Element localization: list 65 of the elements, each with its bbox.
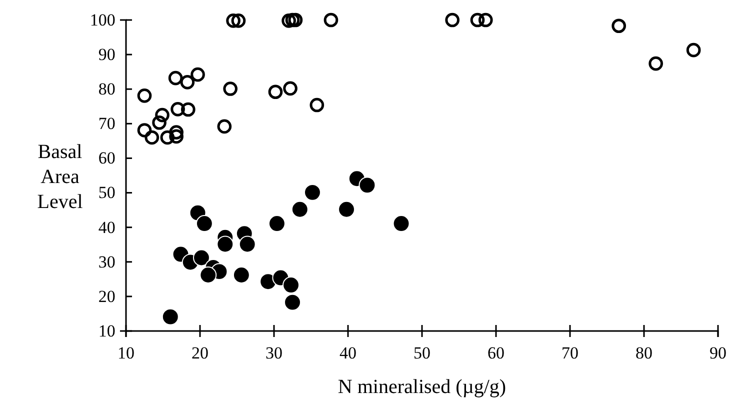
point (231, 14, 246, 28)
point (324, 12, 338, 28)
point (217, 119, 232, 134)
point (137, 123, 152, 138)
point (392, 215, 410, 232)
y-tick-label: 80 (98, 80, 116, 99)
x-tick-label: 20 (192, 344, 208, 363)
point (162, 308, 179, 326)
y-tick-label: 90 (98, 44, 116, 64)
x-tick-label: 50 (414, 344, 430, 363)
point (268, 84, 283, 100)
point (268, 215, 286, 232)
point (226, 14, 240, 28)
point (216, 236, 234, 253)
y-tick-label: 60 (98, 148, 116, 168)
point (478, 12, 493, 28)
point (282, 14, 296, 28)
y-tick-label: 30 (98, 252, 116, 272)
y-tick-label: 100 (90, 10, 116, 30)
point (612, 18, 626, 34)
point (137, 88, 152, 103)
y-tick-label: 70 (98, 114, 116, 134)
point (170, 102, 185, 116)
point (288, 12, 303, 28)
x-tick-label: 60 (488, 344, 504, 363)
point (282, 276, 300, 294)
point (169, 129, 184, 144)
point (445, 12, 460, 28)
point (180, 75, 195, 90)
point (144, 130, 160, 145)
x-tick-label: 70 (562, 344, 578, 363)
x-tick-label: 90 (710, 344, 726, 363)
point (686, 42, 701, 58)
point (285, 12, 300, 28)
point (180, 102, 196, 117)
x-tick-label: 80 (636, 344, 652, 363)
x-tick-label: 40 (340, 344, 356, 363)
point (470, 12, 485, 28)
y-axis-title: Basal Area Level (37, 141, 84, 213)
point (196, 215, 213, 232)
point (358, 176, 376, 194)
point (152, 115, 166, 130)
point (160, 130, 175, 145)
y-tick-label: 20 (98, 286, 116, 306)
point (338, 200, 355, 218)
point (284, 294, 301, 311)
y-tick-label: 50 (98, 183, 116, 202)
point (232, 266, 250, 284)
point (304, 184, 321, 201)
x-tick-label: 10 (118, 344, 134, 363)
point (200, 266, 217, 284)
point (190, 67, 205, 82)
point (291, 200, 308, 218)
x-axis-title: N mineralised (µg/g) (338, 376, 506, 398)
y-tick-label: 40 (98, 218, 116, 237)
point (648, 56, 664, 71)
point (193, 249, 210, 266)
point (283, 81, 298, 96)
point (223, 82, 238, 96)
point (238, 236, 256, 253)
y-tick-label: 10 (98, 321, 116, 340)
point (168, 70, 183, 86)
point (155, 108, 170, 122)
point (310, 98, 324, 112)
x-tick-label: 30 (266, 344, 282, 363)
